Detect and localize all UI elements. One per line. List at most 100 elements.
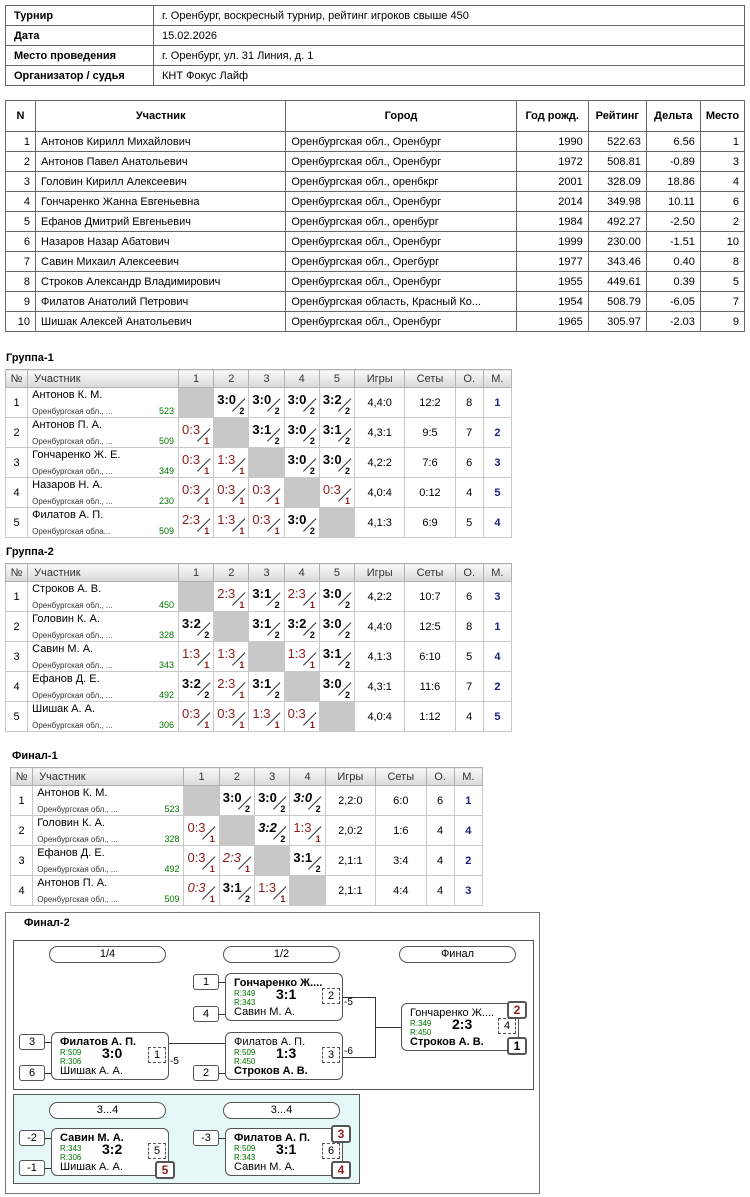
score-value: 2:3 [222, 849, 241, 865]
score-cell[interactable]: 3:0 2 [318, 447, 360, 479]
score-cell[interactable]: 0:3 1 [178, 417, 219, 449]
score-cell[interactable]: 3:0 2 [283, 507, 324, 539]
match-points: 2 [245, 893, 251, 904]
match-points: 1 [209, 833, 215, 844]
match-points: 1 [209, 863, 215, 874]
points: 4 [425, 875, 455, 906]
score-cell[interactable]: 0:3 1 [213, 477, 254, 509]
match-5th-place[interactable]: Савин М. А. R:343 R:306 3:2 5 Шишак А. А… [51, 1128, 169, 1176]
score-cell[interactable]: 3:1 2 [218, 875, 259, 907]
score-cell[interactable]: 3:1 2 [248, 417, 289, 449]
score-cell[interactable]: 3:2 2 [178, 671, 219, 703]
score-cell[interactable]: 3:1 2 [318, 417, 360, 449]
score-value: 3:0 [322, 615, 342, 631]
match-points: 2 [274, 405, 280, 416]
player-cell: Антонов П. А. Оренбургская обл., ... 509 [27, 417, 180, 448]
column-header: Место [699, 100, 746, 132]
score-cell[interactable]: 0:3 1 [248, 477, 289, 509]
score-cell[interactable]: 3:2 2 [283, 611, 324, 643]
column-header: О. [454, 563, 484, 582]
score-cell[interactable]: 0:3 1 [183, 815, 224, 847]
score-cell[interactable]: 3:0 2 [283, 387, 324, 419]
match-semifinal-2[interactable]: Филатов А. П. R:509 R:450 1:3 3 Строков … [225, 1032, 343, 1080]
score-cell[interactable]: 3:1 2 [318, 641, 360, 673]
score-cell[interactable]: 3:0 2 [248, 387, 289, 419]
sets: 6:9 [404, 507, 456, 538]
column-header: Дельта [645, 100, 701, 132]
score-cell[interactable]: 3:0 2 [289, 785, 330, 817]
score-cell[interactable]: 1:3 1 [213, 447, 254, 479]
score-value: 3:0 [322, 675, 342, 691]
score-cell[interactable]: 3:1 2 [248, 581, 289, 613]
score-cell[interactable]: 0:3 1 [178, 701, 219, 733]
column-header: 1 [183, 767, 220, 786]
score-cell[interactable]: 1:3 1 [254, 875, 295, 907]
table-cell: Гончаренко Жанна Евгеньевна [35, 191, 287, 212]
score-value: 3:0 [293, 789, 313, 805]
score-cell[interactable]: 0:3 1 [318, 477, 360, 509]
score-cell[interactable]: 2:3 1 [178, 507, 219, 539]
seed: 4 [193, 1006, 219, 1022]
score-cell[interactable]: 1:3 1 [283, 641, 324, 673]
score-cell[interactable]: 1:3 1 [213, 641, 254, 673]
group-row: 3 Гончаренко Ж. Е. Оренбургская обл., ... 3… [4, 447, 513, 479]
loser-label: -5 [170, 1056, 179, 1067]
player-rating: 328 [164, 834, 180, 844]
score-cell[interactable]: 2:3 1 [283, 581, 324, 613]
player-name: Гончаренко Ж. Е. [32, 449, 121, 461]
score-cell[interactable]: 3:0 2 [318, 611, 360, 643]
score-cell[interactable]: 2:3 1 [218, 845, 259, 877]
score-cell[interactable]: 0:3 1 [183, 845, 224, 877]
score-cell[interactable]: 3:1 2 [248, 611, 289, 643]
score-cell[interactable]: 3:2 2 [254, 815, 295, 847]
match-quarterfinal[interactable]: Филатов А. П. R:509 R:306 3:0 1 Шишак А.… [51, 1032, 169, 1080]
table-cell: 10.11 [645, 191, 701, 212]
score-cell[interactable]: 2:3 1 [213, 671, 254, 703]
score-value: 3:1 [322, 645, 342, 661]
score-cell[interactable]: 0:3 1 [178, 447, 219, 479]
info-row: Организатор / судья КНТ Фокус Лайф [5, 65, 745, 86]
score-cell[interactable]: 0:3 1 [248, 507, 289, 539]
score-cell[interactable]: 3:0 2 [254, 785, 295, 817]
score-cell[interactable]: 3:0 2 [213, 387, 254, 419]
score-cell[interactable]: 1:3 1 [213, 507, 254, 539]
score-cell[interactable]: 3:2 2 [318, 387, 360, 419]
match-3rd-place[interactable]: Филатов А. П. R:509 R:343 3:1 6 Савин М.… [225, 1128, 343, 1176]
group-row: 2 Головин К. А. Оренбургская обл., ... 328 0… [9, 815, 484, 847]
score-cell[interactable]: 3:0 2 [218, 785, 259, 817]
match-points: 2 [345, 599, 351, 610]
score-cell[interactable]: 3:2 2 [178, 611, 219, 643]
rank-badge: 2 [507, 1001, 527, 1019]
self-cell [183, 785, 220, 816]
score-cell[interactable]: 1:3 1 [248, 701, 289, 733]
match-points: 1 [309, 659, 315, 670]
score-cell[interactable]: 1:3 1 [178, 641, 219, 673]
score-cell[interactable]: 3:1 2 [289, 845, 330, 877]
score-cell[interactable]: 3:0 2 [318, 581, 360, 613]
match-final[interactable]: Гончаренко Ж.... R:349 R:450 2:3 4 Строк… [401, 1003, 519, 1051]
score-cell[interactable]: 2:3 1 [213, 581, 254, 613]
seed: -3 [193, 1130, 219, 1146]
score-value: 1:3 [287, 645, 306, 661]
table-cell: Оренбургская обл., Оренбург [285, 151, 517, 172]
column-header: 1 [178, 563, 215, 582]
score-cell[interactable]: 0:3 1 [283, 701, 324, 733]
table-cell: 1 [4, 131, 37, 152]
table-cell: Савин Михаил Алексеевич [35, 251, 287, 272]
match-semifinal-1[interactable]: Гончаренко Ж.... R:349 R:343 3:1 2 Савин… [225, 973, 343, 1021]
score-cell[interactable]: 0:3 1 [213, 701, 254, 733]
player-name: Назаров Н. А. [32, 479, 103, 491]
games: 2,1:1 [324, 845, 377, 876]
score-cell[interactable]: 0:3 1 [178, 477, 219, 509]
match-points: 2 [239, 405, 245, 416]
score-cell[interactable]: 3:0 2 [283, 417, 324, 449]
column-header: 5 [318, 369, 356, 388]
match-points: 1 [239, 689, 245, 700]
score-cell[interactable]: 3:0 2 [283, 447, 324, 479]
score-cell[interactable]: 0:3 1 [183, 875, 224, 907]
score-cell[interactable]: 1:3 1 [289, 815, 330, 847]
score-cell[interactable]: 3:1 2 [248, 671, 289, 703]
table-cell: 508.79 [587, 291, 647, 312]
score-cell[interactable]: 3:0 2 [318, 671, 360, 703]
player-rating: 328 [158, 630, 175, 640]
